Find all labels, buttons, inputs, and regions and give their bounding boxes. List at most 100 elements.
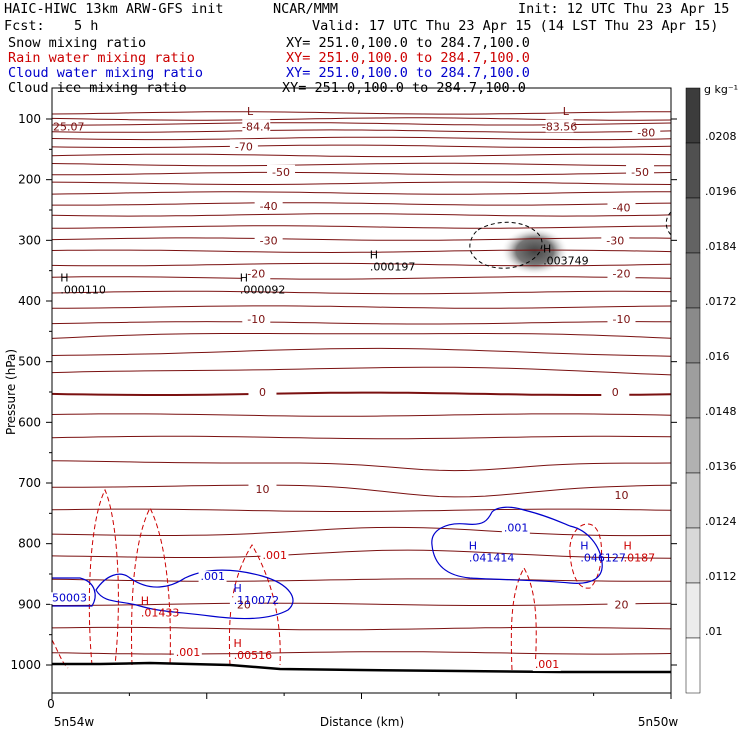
isotherm-label-bg xyxy=(248,482,277,496)
isotherm-label-bg xyxy=(632,125,661,139)
field-name-cloud-water: Cloud water mixing ratio xyxy=(8,65,204,81)
extremum-marker: H xyxy=(60,272,68,285)
isotherm-label: 10 xyxy=(255,483,269,496)
y-tick-label: 900 xyxy=(18,597,41,611)
isotherm-line xyxy=(52,171,672,176)
isotherm-line xyxy=(51,237,672,241)
isotherm-label-bg xyxy=(607,312,636,326)
isotherm-line xyxy=(51,347,672,357)
x-tick-zero: 0 xyxy=(47,697,55,711)
x-right-location: 5n50w xyxy=(638,715,679,729)
y-tick-label: 100 xyxy=(18,112,41,126)
isotherm-label: 10 xyxy=(614,489,628,502)
x-left-location: 5n54w xyxy=(54,715,95,729)
isotherm-line xyxy=(51,435,672,440)
isotherm-label-bg xyxy=(229,597,258,611)
valid-time: Valid: 17 UTC Thu 23 Apr 15 (14 LST Thu … xyxy=(312,18,719,34)
extremum-value: .01433 xyxy=(141,606,180,619)
isotherm-line xyxy=(51,413,672,417)
contour-label: .001 xyxy=(504,522,529,535)
extremum-marker: H xyxy=(543,242,551,255)
contour-label-bg xyxy=(198,571,227,584)
extremum-marker: L xyxy=(247,105,254,118)
isotherm-line xyxy=(51,262,672,267)
isotherm-line xyxy=(51,366,672,376)
extremum-marker: H xyxy=(370,249,378,262)
isotherm-label: -80 xyxy=(637,126,655,139)
extremum-marker: H xyxy=(234,582,242,595)
isotherm-label: 0 xyxy=(259,386,266,399)
isotherm-line xyxy=(51,305,672,309)
isotherm-label: 20 xyxy=(237,598,251,611)
extremum-marker: H xyxy=(141,594,149,607)
isotherm-line xyxy=(52,602,672,606)
isotherm-label-bg xyxy=(601,233,630,247)
isotherm-label: -70 xyxy=(235,140,253,153)
rain-water-contour xyxy=(131,506,171,666)
isotherm-line xyxy=(51,191,671,195)
isotherm-label: -20 xyxy=(247,268,265,281)
isotherm-label-bg xyxy=(254,198,283,212)
isotherm-line xyxy=(51,129,672,133)
isotherm-line xyxy=(51,460,672,472)
isotherm-line xyxy=(52,202,672,206)
isotherm-line xyxy=(51,626,672,631)
extremum-marker: L xyxy=(563,105,570,118)
isotherm-label: -30 xyxy=(260,234,278,247)
rain-water-contour xyxy=(51,639,69,669)
isotherm-label: -84.4 xyxy=(242,120,270,133)
isotherm-line xyxy=(51,549,672,559)
isotherm-label: -40 xyxy=(260,200,278,213)
isotherm-label-bg xyxy=(254,233,283,247)
field-xy-snow: XY= 251.0,100.0 to 284.7,100.0 xyxy=(286,35,530,51)
isotherm-label: -50 xyxy=(272,166,290,179)
isotherm-label: -10 xyxy=(247,313,265,326)
isotherm-line xyxy=(51,136,672,141)
cloud-water-contour xyxy=(52,577,96,607)
isotherm-label-bg xyxy=(229,139,258,153)
isotherm-label: -83.56 xyxy=(542,120,577,133)
field-name-snow: Snow mixing ratio xyxy=(8,35,147,51)
fcst-value: 5 h xyxy=(74,18,99,34)
isotherm-label: -10 xyxy=(612,313,630,326)
field-xy-cloud-water: XY= 251.0,100.0 to 284.7,100.0 xyxy=(286,65,530,81)
isotherm-line xyxy=(51,276,672,280)
contour-label: .001 xyxy=(535,658,560,671)
isotherm-line xyxy=(51,321,672,325)
field-xy-rain: XY= 251.0,100.0 to 284.7,100.0 xyxy=(286,50,530,66)
isotherm-label: -40 xyxy=(612,202,630,215)
extremum-value: .110072 xyxy=(234,594,280,607)
extremum-value: .000110 xyxy=(60,284,106,297)
extremum-marker: H xyxy=(240,272,248,285)
cloud-ice-contour xyxy=(469,221,543,269)
isotherm-label: -20 xyxy=(612,268,630,281)
cloud-water-contour xyxy=(95,569,294,620)
extremum-value: .000092 xyxy=(240,284,286,297)
contour-label-bg xyxy=(532,659,561,672)
isotherm-label-bg xyxy=(607,597,636,611)
x-axis-label: Distance (km) xyxy=(320,715,404,729)
isotherm-line xyxy=(51,111,672,115)
isotherm-line xyxy=(51,526,672,537)
isotherm-line xyxy=(51,144,672,148)
isotherm-line xyxy=(51,578,672,582)
extremum-value: .046127 xyxy=(580,552,626,565)
isotherm-label: 0 xyxy=(612,386,619,399)
rain-water-contour xyxy=(88,488,119,666)
isotherm-label-bg xyxy=(242,266,271,280)
contour-label-bg xyxy=(173,646,202,659)
extremum-value: .000197 xyxy=(370,261,416,274)
rain-water-contour xyxy=(510,566,537,671)
init-time: Init: 12 UTC Thu 23 Apr 15 xyxy=(518,1,730,17)
extremum-marker: H xyxy=(624,540,632,553)
fcst-label: Fcst: xyxy=(4,18,45,34)
contour-label: .001 xyxy=(201,570,226,583)
rain-water-contour xyxy=(228,544,281,666)
isotherm-line xyxy=(51,391,672,396)
y-tick-label: 500 xyxy=(18,355,41,369)
isotherm-label: 20 xyxy=(614,598,628,611)
cloud-ice-contour-edge xyxy=(665,211,673,237)
isotherm-line xyxy=(52,484,672,498)
contour-label-bg xyxy=(501,522,530,535)
